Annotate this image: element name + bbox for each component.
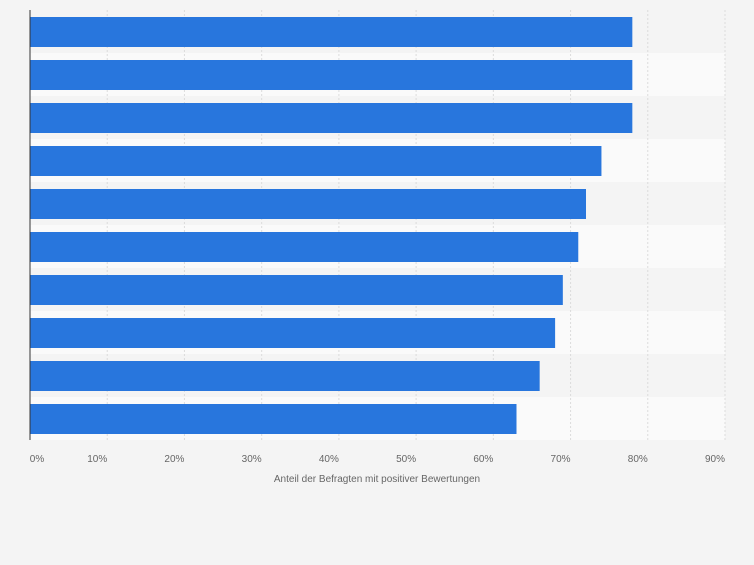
x-axis-ticks: 0% 10% 20% 30% 40% 50% 60% 70% 80% 90%	[30, 454, 725, 465]
x-tick-label: 20%	[164, 454, 184, 465]
bar[interactable]	[30, 189, 586, 219]
bar[interactable]	[30, 232, 579, 262]
bar[interactable]	[30, 146, 602, 176]
bar[interactable]	[30, 404, 517, 434]
bar[interactable]	[30, 60, 633, 90]
x-tick-label: 30%	[242, 454, 262, 465]
x-axis-label: Anteil der Befragten mit positiver Bewer…	[274, 474, 480, 485]
x-tick-label: 90%	[705, 454, 725, 465]
x-tick-label: 10%	[87, 454, 107, 465]
x-tick-label: 60%	[473, 454, 493, 465]
x-tick-label: 0%	[30, 454, 45, 465]
x-tick-label: 40%	[319, 454, 339, 465]
bar[interactable]	[30, 17, 633, 47]
bar[interactable]	[30, 361, 540, 391]
x-tick-label: 50%	[396, 454, 416, 465]
bars	[30, 17, 633, 434]
bar[interactable]	[30, 103, 633, 133]
bar[interactable]	[30, 275, 563, 305]
x-tick-label: 80%	[628, 454, 648, 465]
bar[interactable]	[30, 318, 556, 348]
x-tick-label: 70%	[551, 454, 571, 465]
